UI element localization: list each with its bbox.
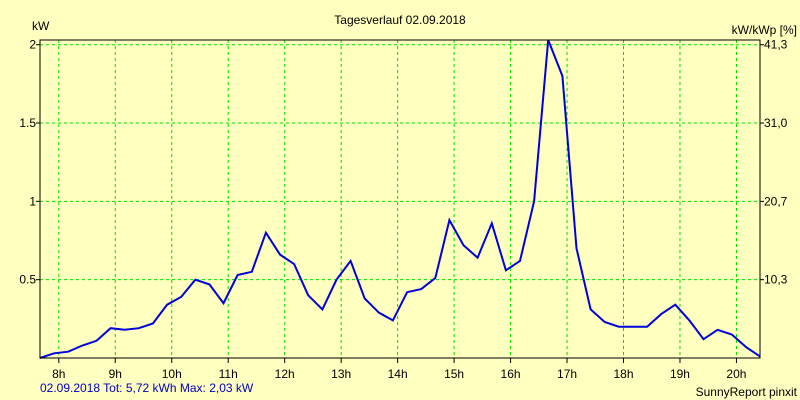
x-tick-label: 10h [162, 367, 182, 381]
axis-labels: 8h 9h 10h 11h 12h 13h 14h 15h 16h 17h 18h 19h 20h 0.5… [19, 38, 787, 381]
plot-frame [39, 39, 761, 359]
x-tick-label: 17h [557, 367, 577, 381]
x-tick-label: 18h [613, 367, 633, 381]
y-tick-label-left: 1.5 [19, 116, 36, 130]
x-tick-label: 16h [501, 367, 521, 381]
x-tick-label: 20h [726, 367, 746, 381]
x-tick-label: 9h [109, 367, 122, 381]
y-axis-right-label: kW/kWp [%] [732, 23, 797, 37]
plot-area [40, 40, 760, 358]
x-tick-label: 8h [52, 367, 65, 381]
footer-credit: SunnyReport pinxit [696, 385, 798, 399]
y-tick-label-right: 10,3 [764, 273, 788, 287]
x-tick-label: 19h [670, 367, 690, 381]
x-tick-label: 15h [444, 367, 464, 381]
x-tick-label: 12h [275, 367, 295, 381]
y-tick-label-right: 31,0 [764, 116, 788, 130]
grid-lines [40, 40, 760, 358]
y-axis-left-label: kW [32, 19, 50, 33]
x-tick-label: 11h [219, 367, 238, 381]
series-line-power [39, 39, 761, 359]
footer-summary: 02.09.2018 Tot: 5,72 kWh Max: 2,03 kW [40, 381, 254, 395]
y-tick-label-left: 1 [29, 194, 36, 208]
y-tick-label-right: 41,3 [764, 38, 788, 52]
y-tick-label-left: 2 [29, 38, 36, 52]
x-tick-label: 13h [331, 367, 351, 381]
y-tick-label-right: 20,7 [764, 194, 788, 208]
axis-ticks [36, 44, 764, 363]
x-tick-label: 14h [388, 367, 408, 381]
chart-title: Tagesverlauf 02.09.2018 [334, 13, 466, 27]
y-tick-label-left: 0.5 [19, 273, 36, 287]
